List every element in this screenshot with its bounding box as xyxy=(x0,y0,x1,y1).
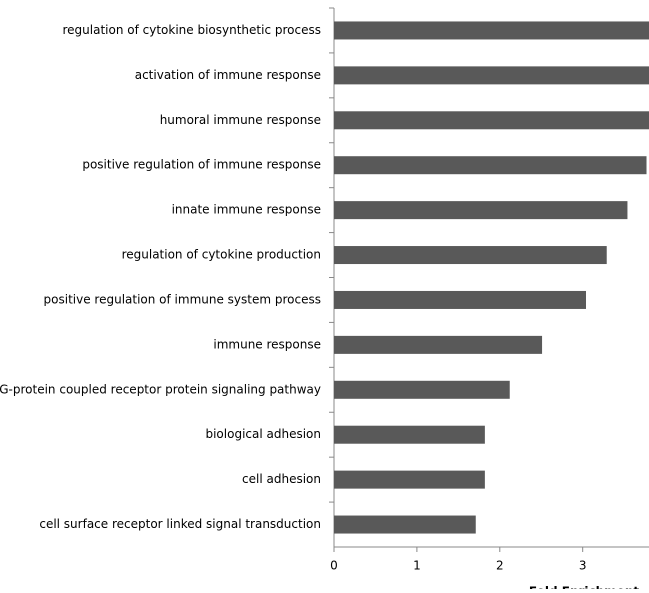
bar xyxy=(334,425,485,444)
y-tick-label: positive regulation of immune system pro… xyxy=(44,292,321,306)
bar xyxy=(334,156,647,175)
bar xyxy=(334,470,485,489)
x-tick-label: 0 xyxy=(330,559,338,573)
y-tick-label: immune response xyxy=(213,337,321,351)
y-tick-label: regulation of cytokine production xyxy=(122,248,321,262)
bar xyxy=(334,201,628,220)
bar xyxy=(334,290,586,309)
x-tick-label: 1 xyxy=(413,559,421,573)
bar xyxy=(334,515,476,534)
y-tick-label: innate immune response xyxy=(172,203,321,217)
x-tick-label: 3 xyxy=(579,559,587,573)
bar xyxy=(334,335,543,354)
y-tick-label: humoral immune response xyxy=(160,113,321,127)
y-tick-label: positive regulation of immune response xyxy=(82,158,321,172)
y-tick-label: cell adhesion xyxy=(242,472,321,486)
y-tick-label: activation of immune response xyxy=(135,68,321,82)
y-tick-label: regulation of cytokine biosynthetic proc… xyxy=(63,23,322,37)
bar xyxy=(334,111,649,130)
bar xyxy=(334,66,649,85)
bar xyxy=(334,380,510,399)
y-tick-label: biological adhesion xyxy=(205,427,321,441)
bar xyxy=(334,21,649,40)
y-tick-label: G-protein coupled receptor protein signa… xyxy=(0,382,321,396)
bar xyxy=(334,246,607,265)
y-tick-label: cell surface receptor linked signal tran… xyxy=(39,517,321,531)
x-tick-label: 2 xyxy=(496,559,504,573)
x-axis-title: Fold Enrichment xyxy=(529,585,639,590)
